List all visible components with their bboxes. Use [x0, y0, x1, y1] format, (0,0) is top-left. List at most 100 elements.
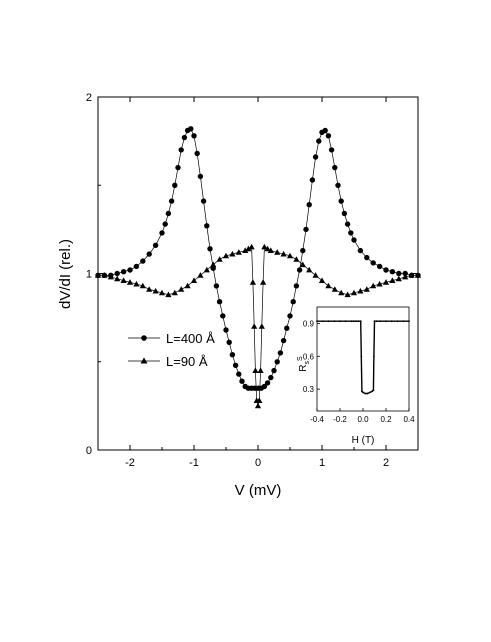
- data-point-90A: [256, 397, 263, 403]
- data-point-400A: [162, 221, 168, 227]
- data-point-90A: [120, 277, 127, 283]
- data-point-400A: [277, 350, 284, 356]
- data-point-400A: [239, 378, 245, 384]
- data-point-90A: [370, 282, 377, 289]
- x-tick-label: -2: [125, 457, 135, 469]
- data-point-400A: [364, 254, 370, 261]
- inset-data-point: [402, 320, 405, 323]
- inset-data-point: [352, 320, 355, 323]
- data-point-400A: [226, 339, 232, 345]
- data-point-400A: [344, 221, 351, 227]
- data-point-90A: [101, 272, 108, 278]
- data-point-400A: [280, 337, 287, 344]
- data-point-90A: [325, 282, 332, 289]
- inset-data-point: [385, 320, 387, 323]
- inset-data-point: [379, 320, 382, 323]
- inset-plot-frame: [316, 306, 410, 412]
- data-point-90A: [158, 289, 166, 296]
- data-point-90A: [139, 282, 146, 289]
- data-point-400A: [204, 223, 210, 229]
- data-point-90A: [299, 261, 306, 268]
- data-point-90A: [382, 279, 390, 285]
- data-point-90A: [114, 275, 121, 282]
- inset-data-point: [339, 320, 341, 323]
- data-point-400A: [264, 380, 271, 386]
- data-point-90A: [306, 266, 313, 273]
- inset-data-point: [408, 320, 410, 323]
- data-point-400A: [335, 182, 341, 188]
- data-point-90A: [293, 256, 300, 262]
- data-point-90A: [261, 243, 268, 250]
- data-point-400A: [236, 371, 242, 377]
- data-point-400A: [284, 325, 290, 331]
- data-point-90A: [267, 247, 274, 253]
- inset-data-point: [362, 391, 364, 394]
- data-point-400A: [376, 263, 383, 270]
- data-point-400A: [133, 263, 140, 270]
- inset-data-point: [373, 355, 375, 358]
- data-point-400A: [389, 269, 396, 275]
- data-point-90A: [414, 272, 422, 278]
- data-point-90A: [264, 245, 271, 252]
- inset-series-line: [317, 320, 409, 395]
- data-point-90A: [408, 272, 415, 278]
- x-tick-label: 2: [383, 457, 389, 469]
- data-point-90A: [197, 272, 204, 278]
- data-point-400A: [146, 251, 152, 257]
- data-point-90A: [235, 249, 242, 255]
- data-point-90A: [210, 261, 217, 268]
- data-point-400A: [232, 362, 239, 368]
- main-series: [94, 126, 422, 409]
- inset-data-point: [390, 320, 393, 323]
- inset-y-tick-label: 0.3: [303, 385, 315, 394]
- inset-data-point: [355, 320, 357, 323]
- data-point-90A: [222, 252, 230, 259]
- x-tick-label: -1: [189, 457, 199, 469]
- data-point-400A: [220, 313, 226, 319]
- data-point-90A: [242, 247, 249, 253]
- data-point-400A: [165, 210, 172, 217]
- data-point-400A: [303, 226, 309, 233]
- data-point-400A: [351, 237, 357, 243]
- data-point-400A: [338, 198, 344, 204]
- main-y-axis-title: dV/dI (rel.): [57, 239, 74, 309]
- data-point-400A: [296, 267, 303, 273]
- inset-data-point: [357, 320, 360, 323]
- data-point-400A: [348, 230, 354, 236]
- data-point-400A: [306, 202, 312, 208]
- data-point-90A: [216, 256, 223, 262]
- data-point-400A: [271, 367, 277, 374]
- inset-x-tick-label: -0.2: [333, 415, 347, 424]
- data-point-400A: [229, 352, 236, 358]
- data-point-400A: [200, 198, 207, 204]
- data-point-90A: [274, 249, 281, 255]
- data-point-90A: [318, 277, 326, 283]
- inset-data-point: [366, 392, 369, 395]
- data-point-400A: [287, 313, 293, 319]
- inset-data-point: [333, 320, 336, 323]
- inset-x-tick-label: 0.4: [403, 415, 415, 424]
- inset-ticks: -0.4 -0.2 0.0 0.2 0.4 0.3 0.6 0.9: [303, 319, 415, 424]
- data-point-90A: [184, 282, 191, 289]
- main-ticks: -2 -1 0 1 2 0 1 2: [86, 92, 419, 469]
- data-point-90A: [190, 277, 198, 283]
- data-point-90A: [133, 280, 140, 287]
- data-point-90A: [245, 245, 252, 252]
- inset-data-point: [396, 320, 399, 323]
- data-point-90A: [203, 266, 210, 273]
- data-point-400A: [181, 134, 188, 141]
- inset-x-tick-label: 0.2: [380, 415, 392, 424]
- data-point-90A: [229, 250, 236, 257]
- inset-data-point: [364, 392, 367, 395]
- data-point-400A: [114, 270, 120, 277]
- data-point-90A: [280, 250, 287, 257]
- inset-y-tick-label: 0.6: [303, 352, 315, 361]
- legend-label-90: L=90 Å: [166, 354, 208, 369]
- data-point-400A: [383, 267, 389, 273]
- data-point-90A: [126, 279, 134, 285]
- inset-series: [316, 320, 410, 395]
- data-point-400A: [172, 182, 178, 188]
- data-point-400A: [140, 258, 146, 264]
- inset-data-point: [344, 320, 347, 323]
- data-point-90A: [146, 286, 153, 292]
